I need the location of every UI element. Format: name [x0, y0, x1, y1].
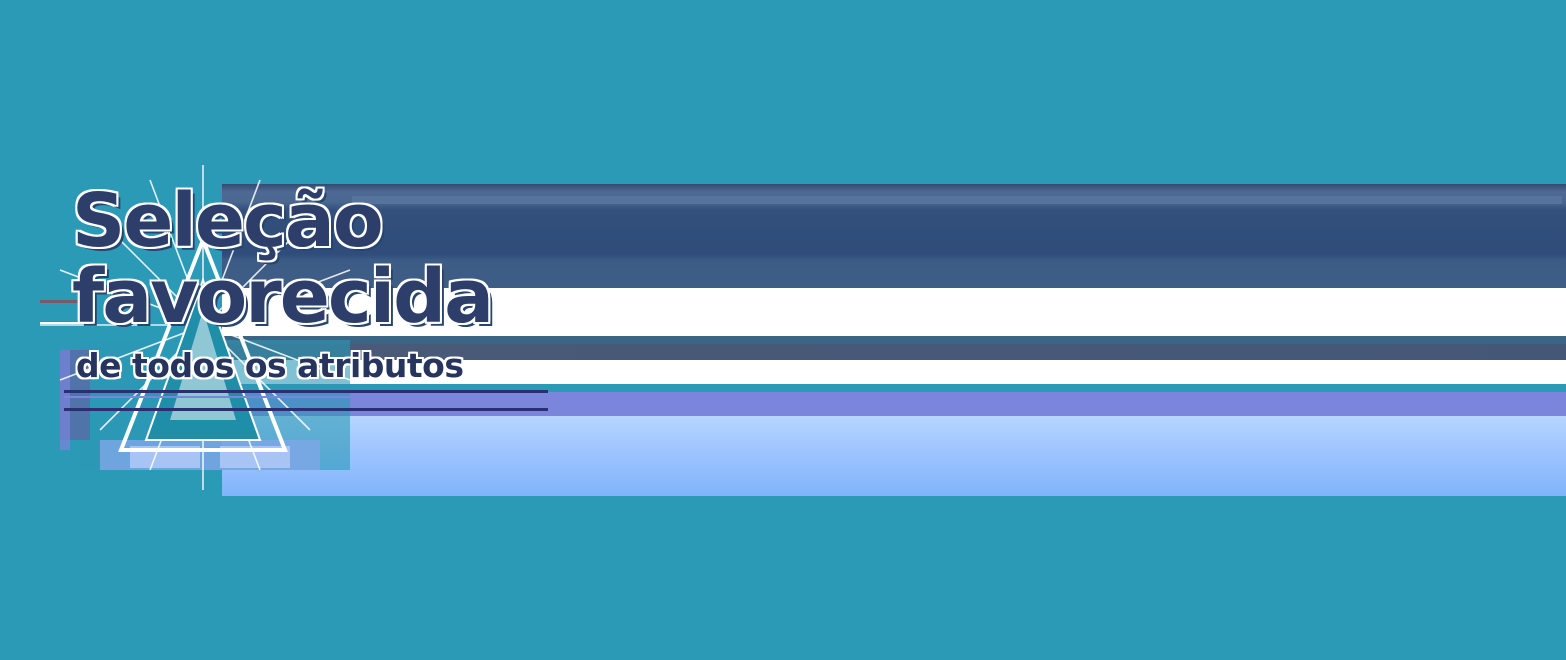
- title-rule-accent: [64, 396, 548, 398]
- title-line-2: favorecida: [71, 254, 495, 340]
- banner-white-band: [222, 288, 1566, 336]
- starburst-triangle-icon: [40, 160, 560, 500]
- banner-white-band-2: [222, 360, 1566, 384]
- banner-top-band: [222, 184, 1566, 288]
- banner-divider: [222, 336, 1566, 344]
- banner-light-band: [222, 416, 1566, 496]
- title-rule-lower: [64, 408, 548, 411]
- title-line-1-text: Seleção: [71, 178, 385, 264]
- title-rule: [64, 390, 548, 393]
- banner-top-stripe: [352, 196, 1562, 204]
- banner: [222, 182, 1566, 502]
- banner-dark-band: [222, 344, 1566, 360]
- banner-gap: [222, 384, 1566, 392]
- title-line-1: Seleção: [71, 183, 385, 259]
- subtitle: de todos os atributos: [76, 346, 464, 385]
